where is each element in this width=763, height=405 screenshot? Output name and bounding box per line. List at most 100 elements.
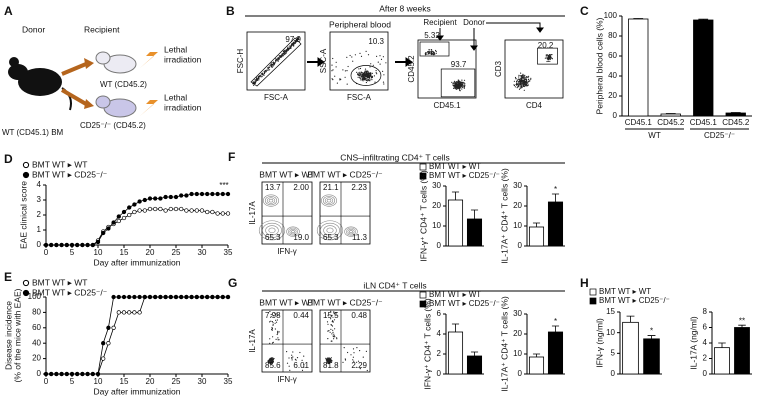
series-line xyxy=(46,296,228,375)
legend-label: BMT WT ▸ CD25⁻/⁻ xyxy=(429,171,500,180)
y-axis-label: IFN-γ (ng/ml) xyxy=(594,318,604,368)
y-tick-label: 1 xyxy=(37,225,42,234)
event-dot xyxy=(277,337,279,339)
series-marker xyxy=(64,242,69,248)
y-tick-label: 80 xyxy=(608,31,617,40)
series-marker xyxy=(69,242,75,248)
event-dot xyxy=(270,316,272,318)
event-dot xyxy=(329,331,331,333)
event-dot xyxy=(521,87,523,89)
y-axis-label: (% of the mice with EAE) xyxy=(12,288,22,382)
event-dot xyxy=(270,65,272,67)
event-dot xyxy=(430,49,433,51)
recipient-ko-label: CD25⁻/⁻ (CD45.2) xyxy=(80,121,146,130)
event-dot xyxy=(272,341,274,343)
series-marker xyxy=(111,325,116,330)
x-axis-label: Day after immunization xyxy=(94,386,181,396)
event-dot xyxy=(333,319,336,321)
event-dot xyxy=(291,44,293,46)
event-dot xyxy=(451,81,453,83)
event-dot xyxy=(461,85,463,87)
series-marker xyxy=(168,194,173,200)
event-dot xyxy=(286,351,288,353)
gate xyxy=(537,47,558,65)
event-dot xyxy=(359,73,361,76)
event-dot xyxy=(385,62,387,64)
event-dot xyxy=(547,60,549,63)
series-marker xyxy=(137,294,142,300)
significance: *** xyxy=(219,181,228,190)
event-dot xyxy=(331,321,333,323)
recipient-label: Recipient xyxy=(84,24,120,34)
event-dot xyxy=(259,75,261,77)
event-dot xyxy=(432,52,434,54)
contour xyxy=(289,228,297,235)
event-dot xyxy=(278,55,280,57)
event-dot xyxy=(329,360,331,362)
event-dot xyxy=(521,75,523,78)
event-dot xyxy=(352,348,355,350)
event-dot xyxy=(289,369,291,371)
event-dot xyxy=(524,83,526,85)
series-marker xyxy=(225,294,231,300)
series-line xyxy=(46,208,228,246)
bar xyxy=(466,218,483,247)
event-dot xyxy=(455,84,457,86)
series-marker xyxy=(184,294,189,300)
event-dot xyxy=(454,81,456,83)
series-marker xyxy=(116,310,121,315)
event-dot xyxy=(463,85,465,87)
event-dot xyxy=(357,360,360,362)
y-tick-label: 60 xyxy=(32,323,41,332)
event-dot xyxy=(363,75,365,78)
event-dot xyxy=(328,362,331,365)
event-dot xyxy=(516,87,518,89)
series-marker xyxy=(189,191,194,197)
series-marker xyxy=(225,191,231,197)
series-marker xyxy=(147,196,153,201)
error-bar xyxy=(647,335,656,339)
x-axis-label: Day after immunization xyxy=(94,257,181,267)
plot-title: BMT WT ▸ WT xyxy=(259,297,314,307)
event-dot xyxy=(452,84,454,86)
series-marker xyxy=(179,206,184,212)
event-dot xyxy=(525,81,527,83)
event-dot xyxy=(359,52,361,55)
event-dot xyxy=(369,66,371,68)
event-dot xyxy=(362,80,364,82)
event-dot xyxy=(331,78,333,80)
legend-label: BMT WT ▸ CD25⁻/⁻ xyxy=(599,296,670,305)
event-dot xyxy=(462,81,464,83)
event-dot xyxy=(347,65,349,68)
y-tick-label: 20 xyxy=(432,201,441,210)
quadrant-value: 65.3 xyxy=(265,233,281,242)
legend-label: BMT WT ▸ WT xyxy=(429,162,481,171)
event-dot xyxy=(254,81,256,83)
event-dot xyxy=(270,313,272,316)
event-dot xyxy=(295,359,297,361)
event-dot xyxy=(356,361,358,363)
event-dot xyxy=(363,72,366,74)
event-dot xyxy=(360,55,363,58)
series-marker xyxy=(220,211,225,216)
series-marker xyxy=(101,341,106,346)
legend-label: BMT WT ▸ CD25⁻/⁻ xyxy=(32,287,108,297)
event-dot xyxy=(344,70,346,72)
legend-swatch xyxy=(589,297,597,305)
bar xyxy=(725,112,746,117)
series-marker xyxy=(189,208,194,213)
plot-frame xyxy=(329,31,389,91)
event-dot xyxy=(358,68,360,70)
event-dot xyxy=(520,82,522,84)
series-marker xyxy=(75,371,80,377)
event-dot xyxy=(350,354,352,356)
event-dot xyxy=(340,78,342,80)
event-dot xyxy=(332,321,334,323)
event-dot xyxy=(271,327,273,330)
event-dot xyxy=(282,55,285,57)
event-dot xyxy=(544,57,547,59)
y-axis-label: Disease incidence xyxy=(3,301,13,370)
event-dot xyxy=(330,310,332,312)
plot-frame xyxy=(319,181,371,245)
event-dot xyxy=(269,342,271,344)
